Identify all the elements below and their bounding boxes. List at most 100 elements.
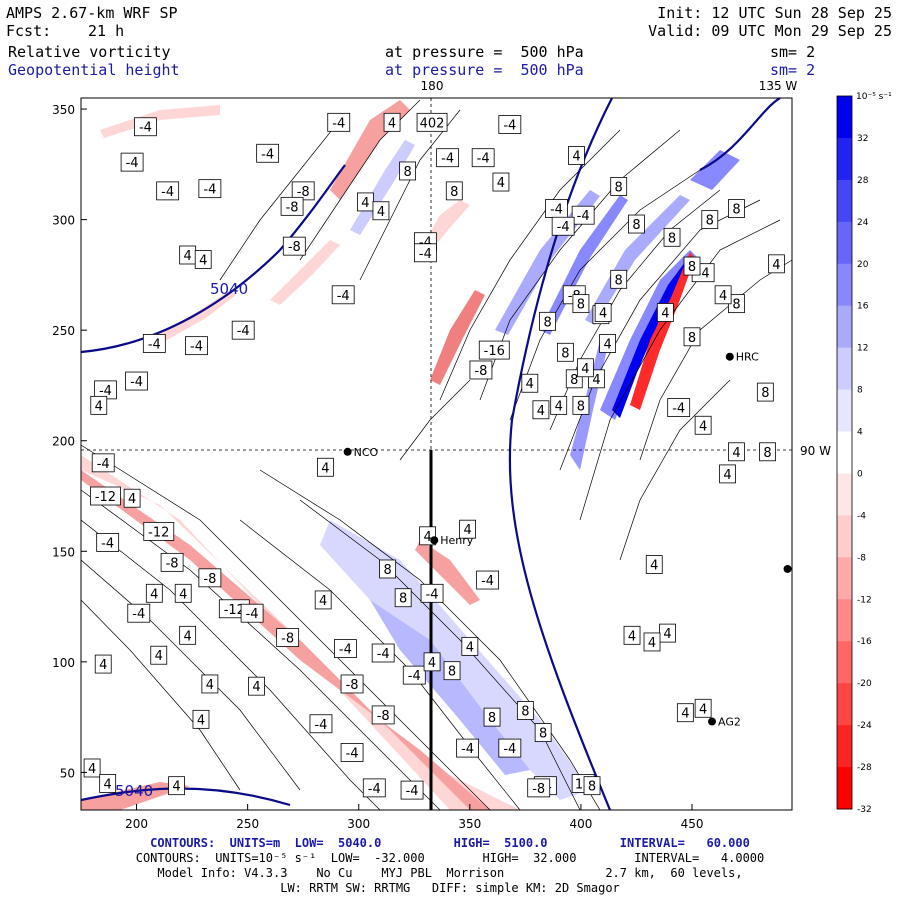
colorbar-segment (837, 515, 852, 558)
contour-label-box (645, 555, 663, 574)
contour-label-box (459, 519, 477, 539)
contour-label: 8 (668, 231, 676, 246)
contour-label: 8 (761, 386, 769, 401)
contour-label: 4 (537, 404, 545, 419)
contour-label: 4 (252, 680, 260, 695)
contour-label: 4 (463, 523, 471, 538)
contour-label: -8 (532, 782, 545, 797)
contour-label: -4 (161, 185, 174, 200)
contour-label: 4 (388, 116, 396, 131)
contour-label: 8 (706, 214, 714, 229)
contour-label: 4 (555, 399, 563, 414)
pos-vorticity-band (540, 195, 628, 335)
pos-vorticity-band (585, 195, 690, 325)
contour-label-box (599, 334, 616, 353)
contour-label: 4 (184, 629, 192, 644)
contour-label-box (156, 181, 180, 201)
y-tick-label: 100 (52, 656, 75, 670)
colorbar-label: -28 (857, 763, 872, 773)
contour-label: -4 (481, 574, 494, 589)
contour-label-box (594, 303, 612, 322)
colorbar-segment (837, 767, 852, 810)
contour-label-box (683, 327, 701, 347)
vorticity-map: 5040 5040 -4-4-4 -4-4-4 4 -4402-48-84-48448… (52, 79, 892, 831)
contour-label: -8 (288, 240, 301, 255)
contour-label: -4 (190, 340, 203, 355)
contour-label: -4 (237, 324, 250, 339)
contour-label-box (683, 256, 701, 276)
y-tick-label: 150 (52, 545, 75, 559)
field1-name: Relative vorticity (8, 43, 171, 61)
contour-label-box (280, 196, 304, 216)
contour-label-box (198, 568, 222, 588)
colorbar-segment (837, 725, 852, 768)
contour-label: -4 (550, 203, 563, 218)
contour-label: 8 (632, 218, 640, 233)
contour-label-box (694, 698, 712, 718)
colorbar-label: -8 (857, 553, 866, 563)
contour-label: -8 (346, 678, 359, 693)
contour-label: -4 (577, 209, 590, 224)
contour-label-box (192, 709, 210, 729)
contour-label-box (194, 250, 212, 269)
contour-label-box (142, 334, 166, 353)
station-label: HRC (736, 351, 759, 364)
contour-label-box (83, 758, 101, 778)
station-label: NCO (354, 446, 379, 459)
init-time: Init: 12 UTC Sun 28 Sep 25 (657, 4, 892, 22)
vorticity-contour-info: CONTOURS: UNITS=10⁻⁵ s⁻¹ LOW= -32.000 HI… (135, 851, 765, 865)
field1-level: at pressure = 500 hPa (385, 43, 584, 61)
x-tick-label: 450 (681, 817, 704, 831)
contour-label-box (478, 340, 510, 360)
contour-label-box (532, 400, 550, 420)
contour-label-box (534, 723, 552, 743)
neg-vorticity-band (270, 240, 340, 305)
contour-label: 4 (206, 678, 214, 693)
contour-label: -4 (406, 784, 419, 799)
contour-label-box (276, 628, 300, 647)
colorbar-label: 20 (857, 260, 869, 270)
contour-label: 8 (383, 563, 391, 578)
contour-label: 8 (570, 373, 578, 388)
contour-label-box (96, 533, 120, 552)
contour-label-box (445, 181, 463, 201)
x-tick-label: 350 (458, 817, 481, 831)
valid-time: Valid: 09 UTC Mon 29 Sep 25 (648, 22, 892, 40)
contour-label-box (309, 714, 333, 734)
contour-label: 8 (577, 298, 585, 313)
contour-label: 4 (321, 461, 329, 476)
colorbar-units: 10⁻⁵ s⁻¹ (856, 92, 892, 102)
contour-label-box (456, 738, 480, 758)
colorbar-segment (837, 96, 852, 139)
contour-label: 8 (688, 331, 696, 346)
contour-label: 4 (497, 176, 505, 191)
colorbar-label: -24 (857, 721, 872, 731)
contour-label: -12 (148, 525, 169, 540)
contour-label: -4 (332, 116, 345, 131)
contour-label: -4 (339, 643, 352, 658)
contour-label: 4 (772, 258, 780, 273)
colorbar-segment (837, 305, 852, 349)
x-tick-label: 300 (347, 817, 370, 831)
y-tick-label: 350 (52, 103, 75, 117)
contour-label: -4 (557, 220, 570, 235)
contour-label: 4 (661, 306, 669, 321)
contour-label-box (610, 269, 628, 289)
contour-label: 4 (603, 337, 611, 352)
contour-label-box (527, 778, 551, 798)
contour-label: 4 (99, 658, 107, 673)
contour-label: 4 (95, 399, 103, 414)
contour-label: -4 (672, 402, 685, 417)
contour-label-box (551, 216, 575, 236)
contour-label-box (667, 398, 691, 417)
colorbar-segment (837, 557, 852, 600)
contour-label-box (134, 117, 157, 137)
contour-label-box (145, 583, 163, 603)
contour-label-box (576, 358, 594, 378)
contour-label-box (571, 205, 595, 225)
contour-label-box (516, 701, 534, 720)
contour-label: 8 (539, 727, 547, 742)
contour-label: 8 (448, 665, 456, 680)
contour-label: 4 (104, 777, 112, 792)
